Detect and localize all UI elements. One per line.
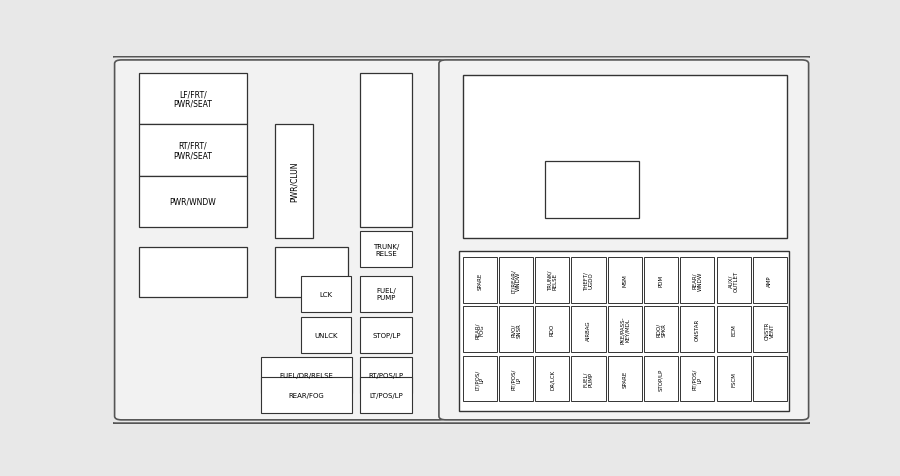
Bar: [360, 377, 412, 413]
Bar: [463, 307, 497, 353]
Text: REAR/
FOG: REAR/ FOG: [474, 321, 485, 338]
Bar: [261, 377, 352, 413]
Text: LT/REAR/
WNDW: LT/REAR/ WNDW: [511, 268, 521, 292]
Text: REAR/FOG: REAR/FOG: [289, 392, 324, 398]
Bar: [680, 356, 715, 402]
Bar: [463, 356, 497, 402]
Bar: [275, 248, 348, 297]
Text: LT/POS/
LP: LT/POS/ LP: [474, 368, 485, 389]
Text: AUX/
OUTLET: AUX/ OUTLET: [728, 270, 739, 291]
Bar: [360, 276, 412, 312]
Bar: [752, 307, 787, 353]
Text: DR/LCK: DR/LCK: [550, 369, 554, 389]
Bar: [360, 317, 412, 353]
Bar: [644, 258, 679, 303]
Bar: [499, 307, 533, 353]
Bar: [139, 176, 248, 228]
Text: RVO/
SNSR: RVO/ SNSR: [511, 322, 521, 337]
Bar: [545, 161, 639, 218]
Bar: [716, 356, 751, 402]
Text: RT/POS/
LP: RT/POS/ LP: [511, 368, 521, 389]
Bar: [536, 356, 570, 402]
Text: REAR/
WNDW: REAR/ WNDW: [692, 271, 703, 290]
Bar: [360, 232, 412, 268]
Bar: [301, 276, 351, 312]
Bar: [360, 74, 412, 228]
Text: FSCM: FSCM: [731, 371, 736, 386]
Bar: [360, 357, 412, 394]
Bar: [275, 125, 313, 238]
Text: MSM: MSM: [622, 274, 627, 287]
Text: UNLCK: UNLCK: [314, 332, 338, 338]
Bar: [644, 356, 679, 402]
Text: SPARE: SPARE: [477, 272, 482, 289]
Bar: [572, 307, 606, 353]
Bar: [459, 251, 789, 411]
Text: PKE/PASS-
KEY/MDL: PKE/PASS- KEY/MDL: [619, 316, 630, 343]
Text: LT/POS/LP: LT/POS/LP: [369, 392, 403, 398]
Text: TRUNK/
RELSE: TRUNK/ RELSE: [374, 244, 400, 256]
Bar: [752, 258, 787, 303]
Text: AIRBAG: AIRBAG: [586, 319, 591, 340]
FancyBboxPatch shape: [439, 61, 808, 420]
Bar: [463, 75, 787, 238]
Bar: [608, 356, 642, 402]
Bar: [608, 258, 642, 303]
Text: ONSTAR: ONSTAR: [695, 318, 700, 341]
Bar: [139, 248, 248, 297]
Text: PDM: PDM: [659, 275, 663, 287]
Bar: [644, 307, 679, 353]
Text: STOP/LP: STOP/LP: [372, 332, 400, 338]
Text: RT/POS/LP: RT/POS/LP: [369, 373, 404, 378]
Bar: [261, 357, 352, 394]
Bar: [572, 356, 606, 402]
Text: CNSTR
VENT: CNSTR VENT: [765, 320, 775, 339]
Text: FUEL/
PUMP: FUEL/ PUMP: [583, 371, 594, 387]
Text: LF/FRT/
PWR/SEAT: LF/FRT/ PWR/SEAT: [174, 90, 212, 109]
Bar: [499, 356, 533, 402]
Bar: [301, 317, 351, 353]
Bar: [680, 307, 715, 353]
Bar: [752, 356, 787, 402]
Text: PWR/WNDW: PWR/WNDW: [170, 198, 216, 207]
Bar: [536, 307, 570, 353]
Bar: [139, 125, 248, 176]
Text: RDO/
SPKR: RDO/ SPKR: [656, 323, 666, 337]
Bar: [680, 258, 715, 303]
Text: ECM: ECM: [731, 324, 736, 336]
Bar: [716, 258, 751, 303]
Bar: [608, 307, 642, 353]
FancyBboxPatch shape: [108, 57, 814, 424]
Text: PWR/CLUN: PWR/CLUN: [290, 161, 299, 202]
Bar: [536, 258, 570, 303]
Bar: [463, 258, 497, 303]
Text: THEFT/
UGDO: THEFT/ UGDO: [583, 271, 594, 290]
Bar: [139, 74, 248, 125]
Text: RT/POS/
LP: RT/POS/ LP: [692, 368, 703, 389]
Text: FUEL/
PUMP: FUEL/ PUMP: [376, 288, 396, 300]
Text: TRUNK/
RELSE: TRUNK/ RELSE: [547, 270, 557, 291]
Bar: [716, 307, 751, 353]
Text: FUEL/DR/RELSE: FUEL/DR/RELSE: [280, 373, 333, 378]
Text: STOP/LP: STOP/LP: [659, 367, 663, 390]
Text: AMP: AMP: [768, 275, 772, 287]
Bar: [499, 258, 533, 303]
Bar: [572, 258, 606, 303]
Text: SPARE: SPARE: [622, 370, 627, 387]
Text: RDO: RDO: [550, 324, 554, 336]
Text: LCK: LCK: [320, 291, 332, 297]
Text: RT/FRT/
PWR/SEAT: RT/FRT/ PWR/SEAT: [174, 141, 212, 160]
FancyBboxPatch shape: [114, 61, 446, 420]
